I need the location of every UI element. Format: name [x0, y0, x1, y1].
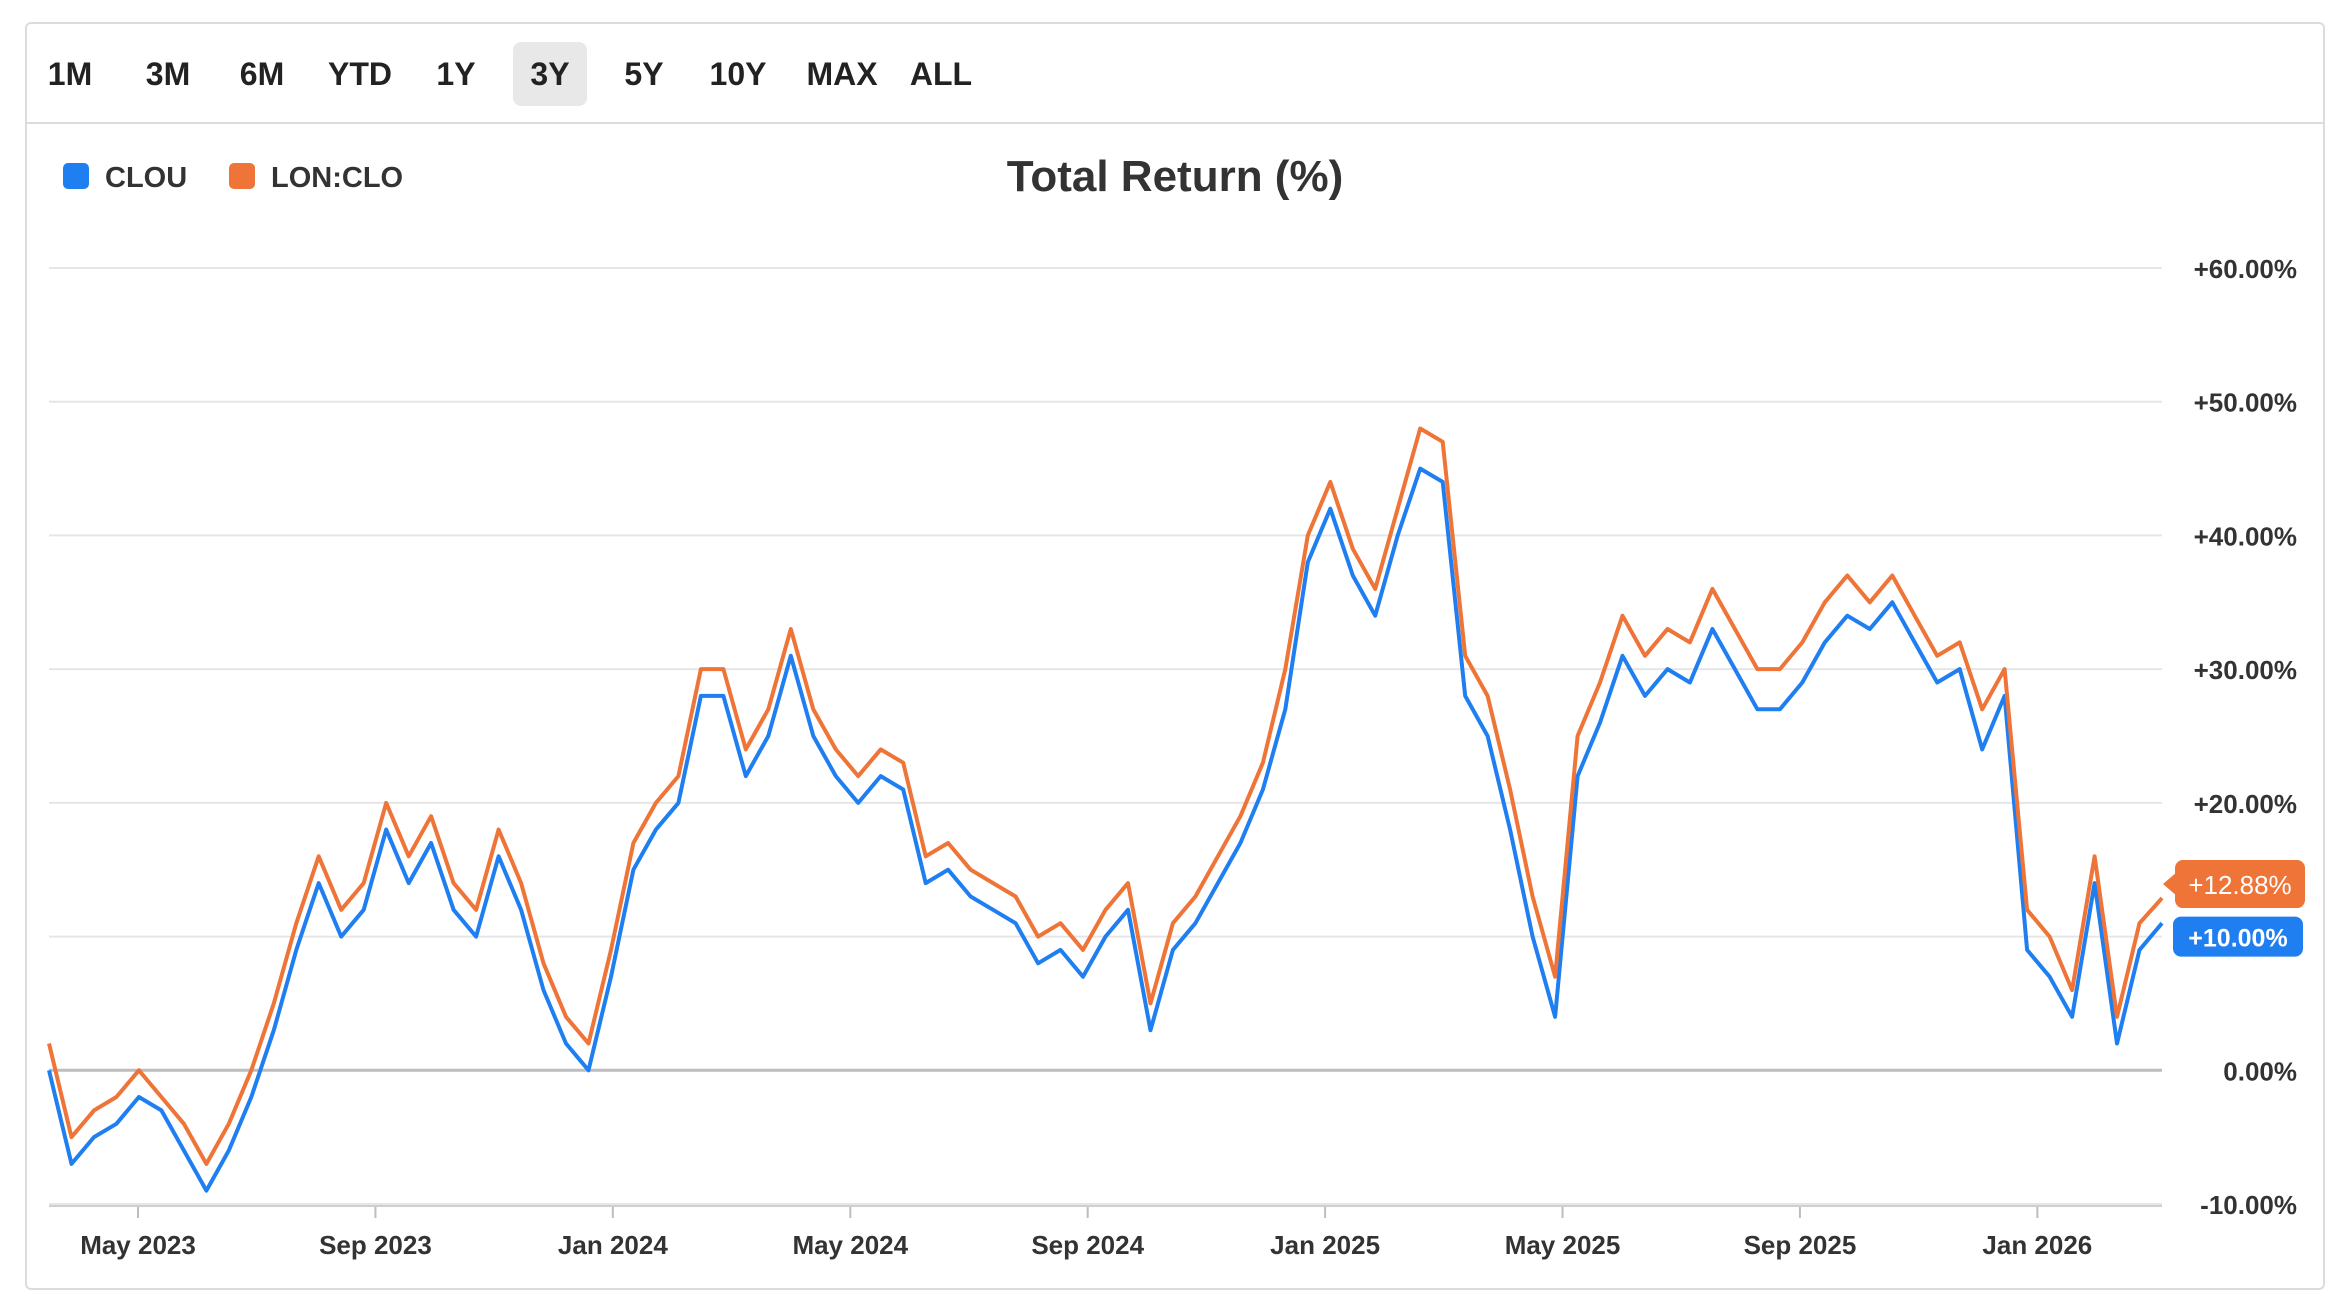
legend-label-lon-clo: LON:CLO — [271, 162, 404, 194]
y-tick-label: +30.00% — [2194, 655, 2297, 685]
end-label-pointer — [2163, 872, 2177, 897]
y-tick-label: +40.00% — [2194, 521, 2297, 551]
legend-swatch-clou — [63, 163, 89, 190]
x-tick-label: May 2024 — [792, 1230, 908, 1260]
end-value-labels: +10.00% +12.88% — [2163, 860, 2305, 957]
x-tick-label: Jan 2026 — [1982, 1230, 2092, 1260]
x-tick-label: Sep 2025 — [1744, 1230, 1857, 1260]
x-tick-label: Jan 2025 — [1270, 1230, 1380, 1260]
series-lines — [47, 426, 2164, 1193]
series-line-clou — [47, 466, 2164, 1193]
range-selector: 1M 3M 6M YTD 1Y 3Y 5Y 10Y MAX ALL — [27, 24, 2323, 124]
range-1y[interactable]: 1Y — [436, 56, 476, 92]
x-axis: May 2023 Sep 2023 Jan 2024 May 2024 Sep 2024… — [49, 1205, 2162, 1260]
range-5y[interactable]: 5Y — [624, 56, 664, 92]
legend-swatch-lon-clo — [229, 163, 255, 190]
range-6m[interactable]: 6M — [239, 56, 285, 92]
end-label-lon-clo — [2175, 860, 2305, 909]
series-line-lon-clo — [47, 426, 2164, 1166]
x-tick-label: Sep 2024 — [1031, 1230, 1144, 1260]
x-tick-label: Jan 2024 — [558, 1230, 668, 1260]
y-tick-label: +20.00% — [2194, 789, 2297, 819]
y-axis: +60.00%+50.00%+40.00%+30.00%+20.00%+10.0… — [2194, 254, 2297, 1220]
y-tick-label: +50.00% — [2194, 388, 2297, 418]
range-3m[interactable]: 3M — [145, 56, 191, 92]
chart-card: 1M 3M 6M YTD 1Y 3Y 5Y 10Y MAX ALL CLOU L… — [25, 22, 2325, 1290]
end-label-lon-clo-text: +12.88% — [2188, 870, 2291, 900]
legend-clou[interactable]: CLOU — [63, 158, 187, 198]
range-10y[interactable]: 10Y — [709, 56, 767, 92]
x-tick-label: May 2025 — [1505, 1230, 1621, 1260]
x-tick-label: Sep 2023 — [319, 1230, 432, 1260]
range-3y[interactable]: 3Y — [513, 42, 587, 106]
x-tick-label: May 2023 — [80, 1230, 196, 1260]
legend-label-clou: CLOU — [105, 162, 188, 194]
chart-plot: +60.00% +50.00% +40.00% +30.00% +20.00% +10.0… — [47, 254, 2305, 1260]
range-max[interactable]: MAX — [806, 56, 878, 92]
y-tick-label: -10.00% — [2200, 1190, 2297, 1220]
range-ytd[interactable]: YTD — [328, 56, 392, 92]
range-all[interactable]: ALL — [909, 56, 973, 92]
range-1m[interactable]: 1M — [47, 56, 93, 92]
y-tick-label: +60.00% — [2194, 254, 2297, 284]
end-label-clou-text: +10.00% — [2188, 925, 2287, 953]
y-tick-label: 0.00% — [2223, 1056, 2297, 1086]
grid-lines — [49, 267, 2162, 1205]
end-label-clou — [2173, 916, 2303, 957]
legend-lon-clo[interactable]: LON:CLO — [229, 158, 403, 198]
chart-title: Total Return (%) — [1006, 152, 1344, 201]
